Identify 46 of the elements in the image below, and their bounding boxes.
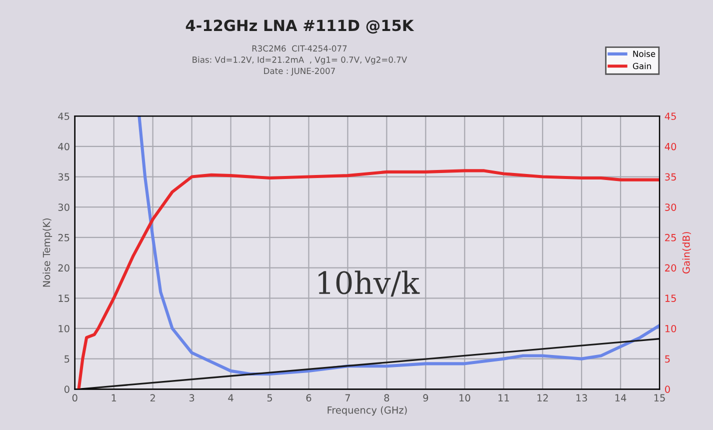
x-axis-title: Frequency (GHz) [328,406,407,416]
x-tick-label: 14 [615,394,626,402]
x-tick-label: 0 [72,394,78,402]
y-tick-label: 20 [58,264,70,272]
y-tick-label: 40 [58,142,70,150]
x-tick-label: 9 [423,394,428,402]
line-series [138,116,660,376]
y-tick-label: 30 [58,204,70,211]
chart-title: 4-12GHz LNA #111D @15K [186,20,414,34]
y2-tick-label: 45 [664,112,676,120]
y2-tick-label: 30 [665,204,676,211]
y-tick-label: 5 [64,355,70,363]
y-tick-label: 15 [58,294,70,302]
y-tick-label: 25 [58,234,70,242]
x-tick-label: 13 [576,394,587,402]
x-tick-label: 10 [460,394,470,402]
legend-label: Noise [633,50,656,57]
y-tick-label: 10 [58,324,70,332]
y2-tick-label: 15 [665,294,676,302]
y-tick-label: 45 [58,112,70,120]
x-tick-label: 8 [384,394,390,402]
x-tick-label: 7 [345,394,350,402]
x-tick-label: 15 [654,394,665,402]
legend-label: Gain [632,62,651,70]
line-series [77,169,660,390]
y2-tick-label: 0 [665,386,670,393]
x-tick-label: 5 [267,394,272,402]
x-tick-label: 1 [112,394,116,402]
y2-axis-title: Gain(dB) [682,232,691,274]
x-tick-label: 12 [537,394,548,402]
x-tick-label: 3 [189,394,194,402]
y2-tick-label: 10 [665,324,676,332]
y-tick-label: 35 [58,173,70,181]
x-tick-label: 11 [498,394,509,402]
x-tick-label: 4 [228,394,234,402]
y2-tick-label: 40 [664,142,676,150]
y-tick-label: 0 [64,386,70,393]
y2-tick-label: 20 [665,264,676,272]
y-axis-title: Noise Temp(K) [42,218,52,287]
y2-tick-label: 25 [665,234,676,242]
annotation: 10hv/k [318,270,420,297]
y2-tick-label: 5 [665,355,670,363]
y2-tick-label: 35 [665,173,676,181]
x-tick-label: 2 [150,394,155,402]
chart-subtitle: R3C2M6 CIT-4254-077 Bias: Vd=1.2V, Id=21.2mA , Vg1= 0.7V, Vg2=0.7V Date : JUNE-2007 [192,45,408,76]
x-tick-label: 6 [306,394,312,402]
